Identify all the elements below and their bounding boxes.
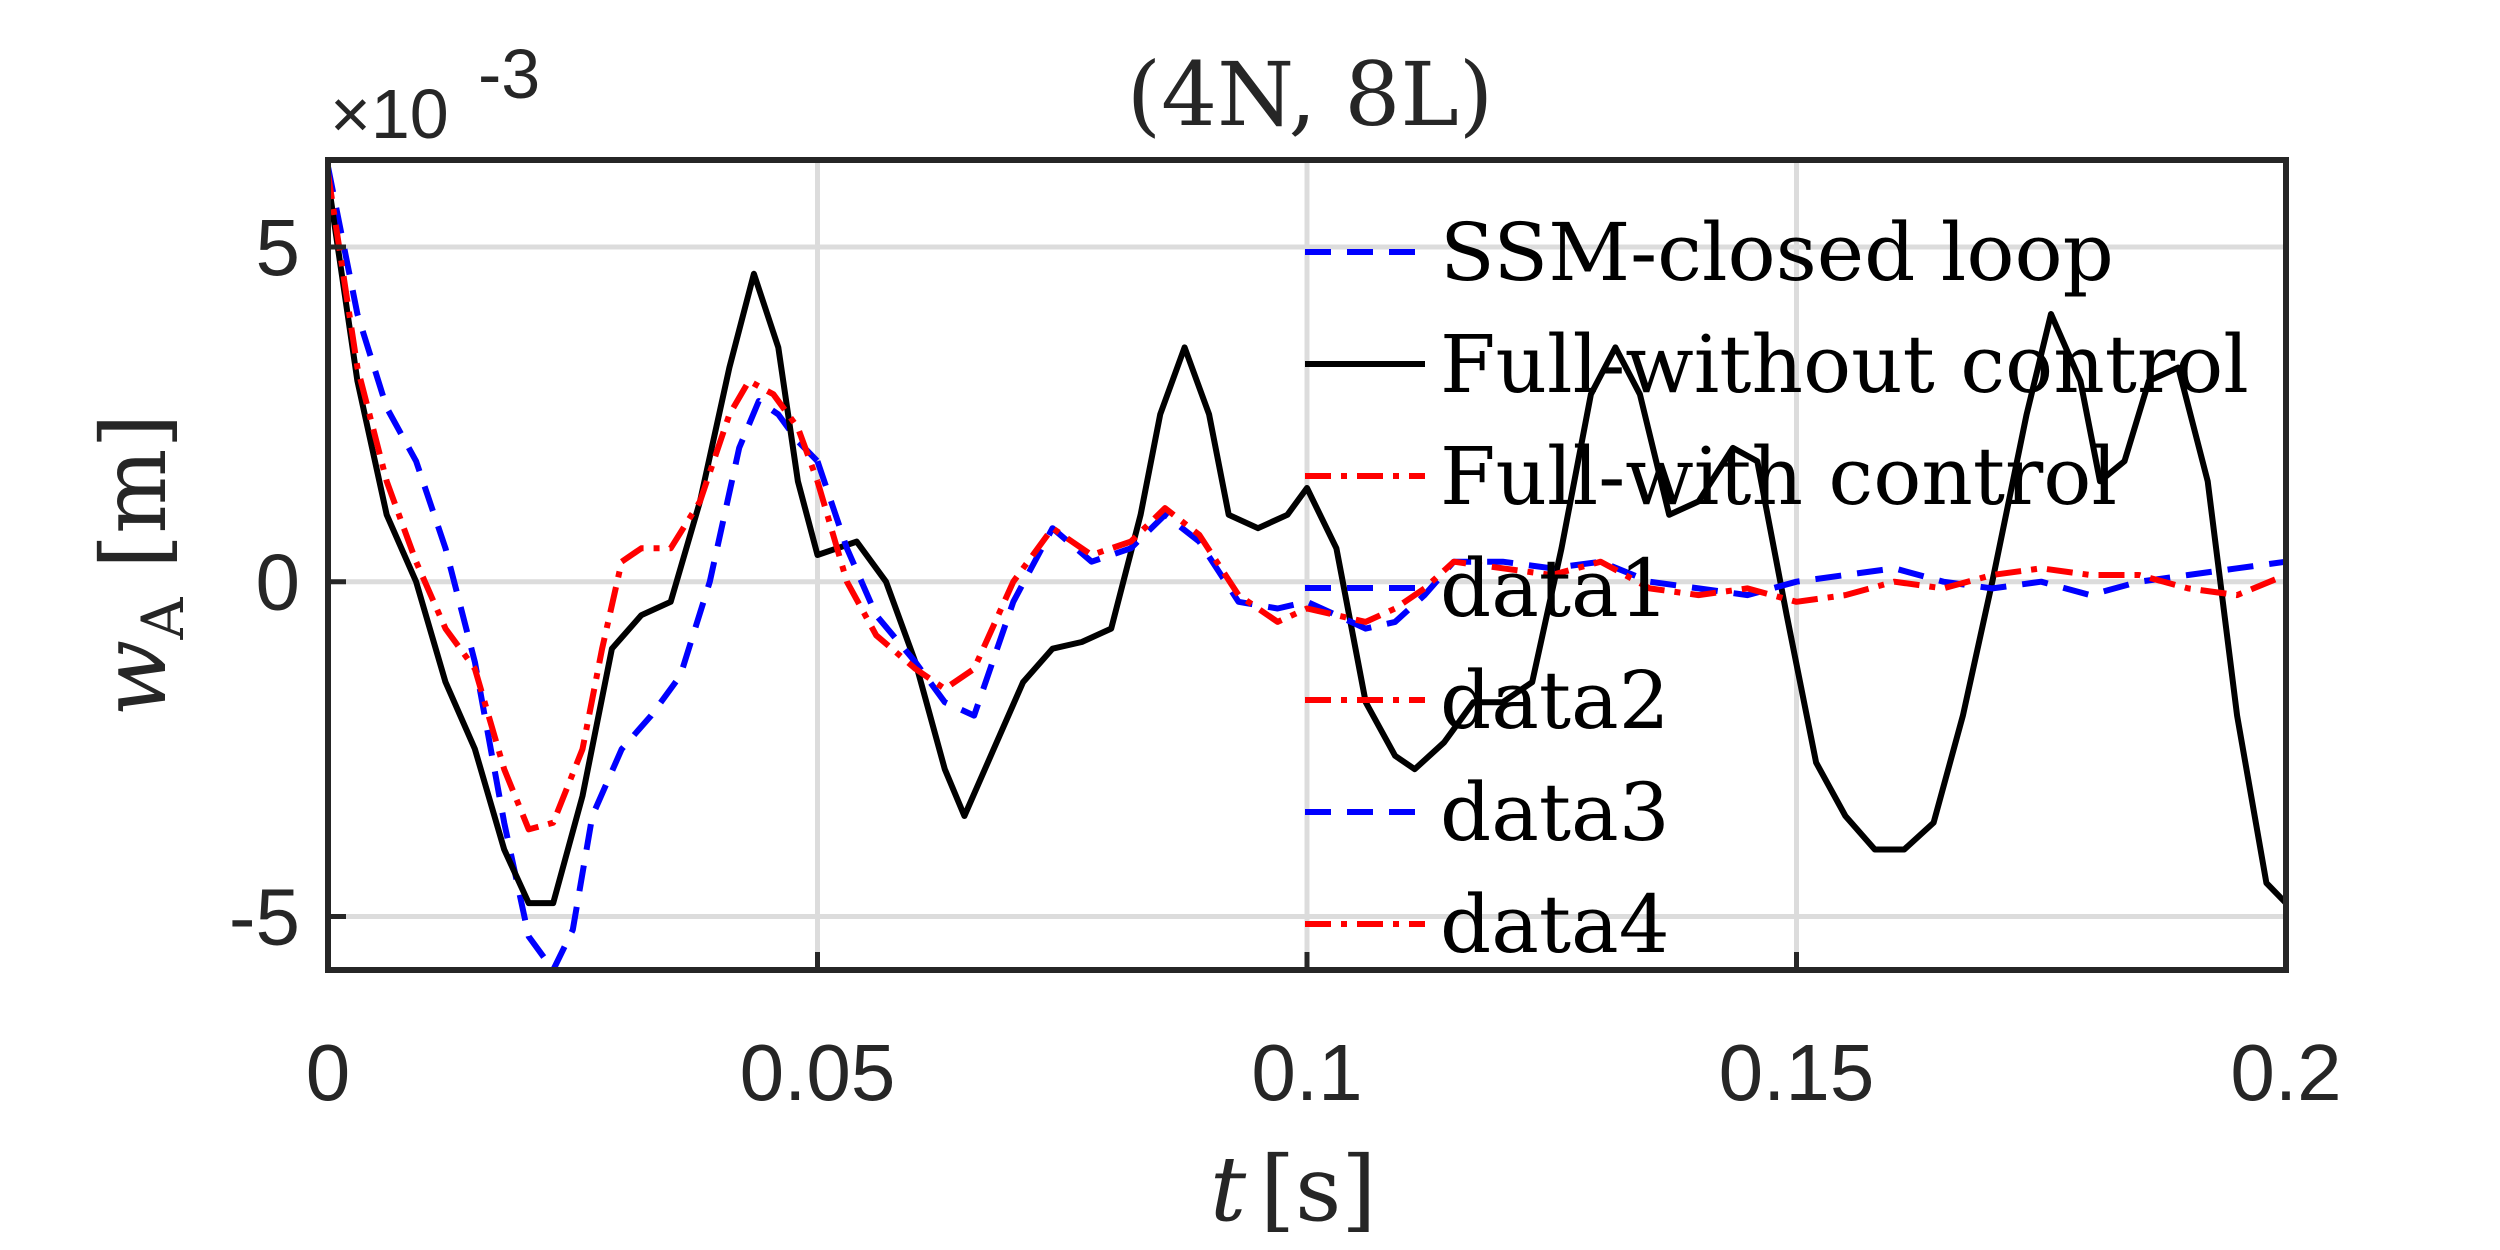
x-tick-label: 0.05 bbox=[740, 1028, 896, 1117]
legend-label: Full-without control bbox=[1440, 318, 2249, 411]
legend-label: Full-with control bbox=[1440, 430, 2117, 523]
x-tick-label: 0 bbox=[306, 1028, 351, 1117]
series-line-data1 bbox=[814, 460, 2287, 719]
series-group bbox=[325, 166, 2289, 973]
y-exponent: ×10 -3 bbox=[330, 35, 540, 153]
series-line-data2 bbox=[814, 480, 2288, 692]
legend-label: data3 bbox=[1440, 766, 1670, 859]
legend-label: data2 bbox=[1440, 654, 1670, 747]
legend-label: SSM-closed loop bbox=[1440, 206, 2114, 299]
svg-text:wA [m]: wA [m] bbox=[82, 413, 197, 716]
y-exponent-power: -3 bbox=[478, 35, 540, 113]
series-line-ssm-closed-loop bbox=[325, 166, 820, 973]
x-label-var: t bbox=[1210, 1137, 1247, 1242]
x-tick-label: 0.2 bbox=[2230, 1028, 2341, 1117]
y-tick-label: -5 bbox=[229, 872, 300, 961]
tick-labels: 0 0.05 0.1 0.15 0.2-505 bbox=[229, 203, 2342, 1117]
x-label-unit: [s] bbox=[1260, 1137, 1376, 1242]
y-tick-label: 0 bbox=[256, 538, 301, 627]
y-exponent-base: ×10 bbox=[330, 75, 449, 153]
legend-label: data4 bbox=[1440, 878, 1670, 971]
x-tick-label: 0.1 bbox=[1251, 1028, 1362, 1117]
series-line-full-without-control bbox=[325, 179, 2289, 907]
series-line-full-with-control bbox=[325, 172, 821, 833]
legend-label: data1 bbox=[1440, 542, 1670, 635]
x-axis-label: t [s] bbox=[1210, 1137, 1376, 1242]
x-tick-label: 0.15 bbox=[1719, 1028, 1875, 1117]
legend: SSM-closed loop Full-without control Full-… bbox=[1305, 206, 2249, 971]
chart-title: (4N, 8L) bbox=[1127, 43, 1493, 146]
y-tick-label: 5 bbox=[256, 203, 301, 292]
y-axis-label: wA [m] bbox=[82, 413, 197, 716]
